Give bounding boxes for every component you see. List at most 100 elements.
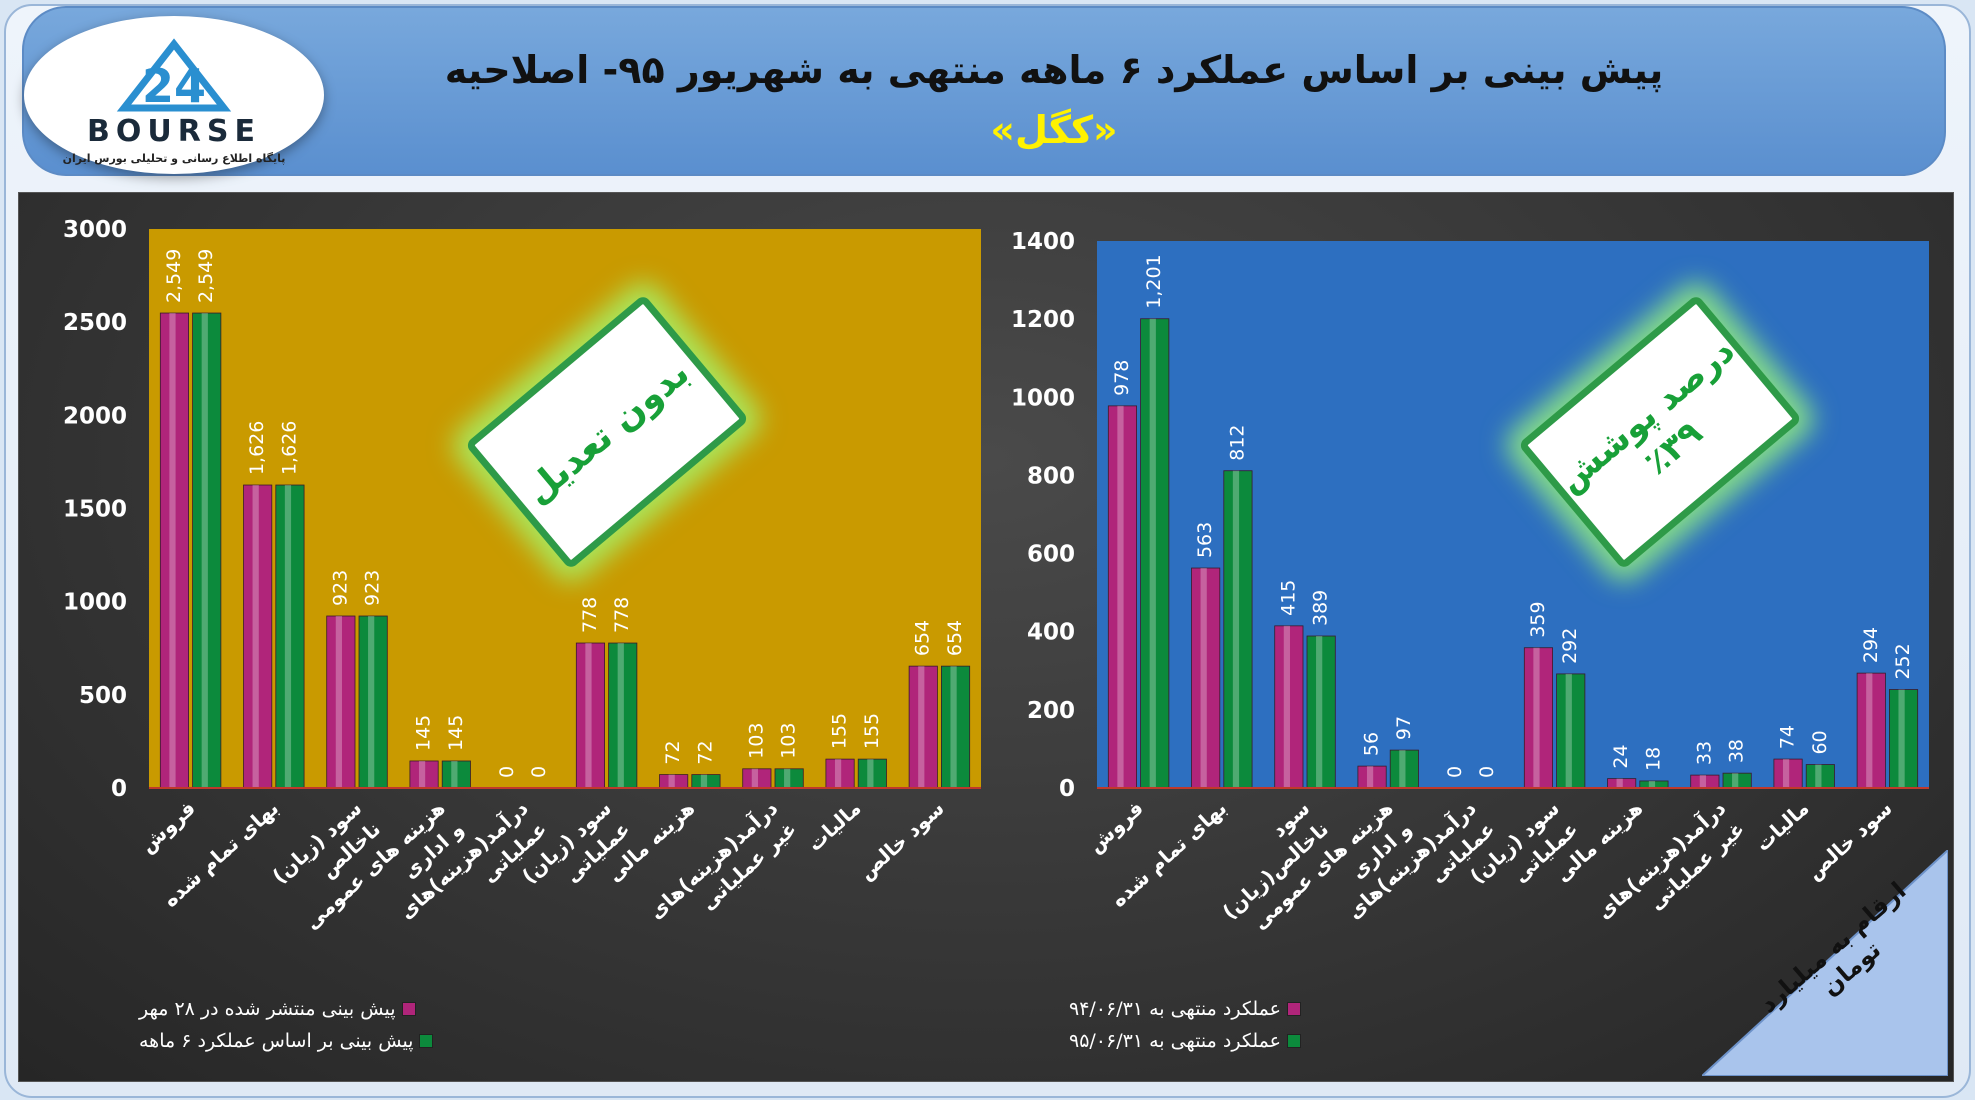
header-banner: پیش بینی بر اساس عملکرد ۶ ماهه منتهی به … bbox=[22, 6, 1946, 176]
data-label: 38 bbox=[1726, 739, 1748, 763]
bar bbox=[1191, 567, 1221, 789]
bar bbox=[1773, 758, 1803, 789]
legend-swatch-green bbox=[1286, 1034, 1301, 1048]
category-label-line: مالیات bbox=[803, 796, 866, 856]
category-label: سود خالص bbox=[854, 796, 949, 885]
category-label: مالیات bbox=[803, 796, 866, 856]
data-label: 252 bbox=[1892, 643, 1914, 679]
y-tick-label: 800 bbox=[1027, 463, 1075, 489]
bar-highlight bbox=[751, 768, 758, 788]
data-label: 1,626 bbox=[278, 421, 300, 475]
bar-highlight bbox=[950, 666, 957, 788]
bar bbox=[575, 642, 606, 789]
category-label: فروش bbox=[135, 796, 200, 858]
data-label: 923 bbox=[362, 570, 384, 606]
bar bbox=[1107, 405, 1137, 789]
bar-highlight bbox=[284, 485, 292, 788]
data-label: 2,549 bbox=[195, 249, 217, 303]
bar bbox=[192, 312, 222, 789]
logo-mountain-icon: 24 bbox=[116, 38, 232, 113]
legend-label: عملکرد منتهی به ۹۵/۰۶/۳۱ bbox=[1069, 1030, 1281, 1052]
bar-highlight bbox=[784, 768, 791, 788]
data-label: 74 bbox=[1777, 725, 1799, 749]
bar-highlight bbox=[1616, 778, 1623, 788]
logo-tagline: پایگاه اطلاع رسانی و تحلیلی بورس ایران bbox=[62, 152, 286, 165]
plot-area bbox=[1097, 241, 1929, 788]
data-label: 389 bbox=[1310, 590, 1332, 626]
bar-highlight bbox=[1782, 759, 1790, 788]
bar-highlight bbox=[1149, 318, 1156, 788]
y-tick-label: 0 bbox=[1059, 776, 1075, 802]
category-label: سود (زیان)عملیاتی bbox=[1465, 796, 1583, 888]
bar bbox=[1856, 672, 1886, 789]
data-label: 24 bbox=[1610, 744, 1632, 768]
data-label: 60 bbox=[1809, 730, 1831, 754]
legend-left-series-2: پیش بینی بر اساس عملکرد ۶ ماهه bbox=[139, 1030, 434, 1052]
data-label: 0 bbox=[1476, 766, 1498, 778]
y-tick-label: 1500 bbox=[63, 497, 127, 523]
y-tick-label: 200 bbox=[1027, 698, 1075, 724]
units-ribbon: ارقام به میلیارد تومان bbox=[1702, 850, 1948, 1076]
y-tick-label: 1400 bbox=[1011, 229, 1075, 255]
right-bar-chart: 02004006008001000120014009781,201فروش563… bbox=[1011, 229, 1929, 934]
y-tick-label: 600 bbox=[1027, 542, 1075, 568]
category-label-line: مالیات bbox=[1751, 796, 1814, 856]
bar-highlight bbox=[585, 643, 592, 788]
legend-label: پیش بینی بر اساس عملکرد ۶ ماهه bbox=[139, 1030, 414, 1052]
ribbon-shape bbox=[1702, 850, 1948, 1076]
bar bbox=[1223, 470, 1253, 789]
data-label: 778 bbox=[611, 597, 633, 633]
bar-highlight bbox=[418, 760, 426, 788]
y-tick-label: 3000 bbox=[63, 217, 127, 243]
bar-highlight bbox=[1898, 689, 1905, 788]
category-label-line: فروش bbox=[135, 796, 200, 858]
y-tick-label: 2000 bbox=[63, 403, 127, 429]
data-label: 654 bbox=[944, 620, 966, 656]
y-tick-label: 1000 bbox=[1011, 385, 1075, 411]
bar bbox=[275, 484, 305, 789]
bar-highlight bbox=[1200, 568, 1207, 788]
data-label: 812 bbox=[1226, 424, 1248, 460]
bar-highlight bbox=[1699, 775, 1706, 788]
data-label: 0 bbox=[528, 766, 550, 778]
bar-highlight bbox=[1732, 773, 1739, 788]
legend-swatch-green bbox=[419, 1034, 434, 1048]
bar-highlight bbox=[1283, 625, 1290, 788]
data-label: 1,201 bbox=[1143, 254, 1165, 308]
bar-highlight bbox=[368, 616, 375, 788]
bar bbox=[409, 760, 439, 789]
y-tick-label: 0 bbox=[111, 776, 127, 802]
bar bbox=[326, 615, 356, 789]
data-label: 654 bbox=[912, 620, 934, 656]
bar-highlight bbox=[201, 313, 208, 788]
charts-area: 0 500 1000 1500 2000 2500 3000 2,549 2,549 فروش 1,… bbox=[18, 192, 1954, 1082]
data-label: 2,549 bbox=[163, 249, 185, 303]
data-label: 155 bbox=[829, 713, 851, 749]
data-label: 155 bbox=[861, 713, 883, 749]
data-label: 415 bbox=[1277, 580, 1299, 616]
legend-right-series-1: عملکرد منتهی به ۹۴/۰۶/۳۱ bbox=[1069, 998, 1301, 1020]
data-label: 145 bbox=[413, 715, 435, 751]
left-bar-chart: 0 500 1000 1500 2000 2500 3000 2,549 2,549 فروش 1,… bbox=[63, 217, 981, 934]
data-label: 103 bbox=[745, 723, 767, 759]
data-label: 103 bbox=[778, 723, 800, 759]
bar bbox=[1140, 318, 1170, 789]
legend-swatch-magenta bbox=[1286, 1002, 1301, 1016]
bar-highlight bbox=[1232, 470, 1240, 788]
data-label: 33 bbox=[1693, 741, 1715, 765]
bar bbox=[358, 615, 388, 789]
bar-highlight bbox=[1117, 405, 1124, 788]
data-label: 0 bbox=[1444, 766, 1466, 778]
data-label: 923 bbox=[329, 570, 351, 606]
data-label: 294 bbox=[1860, 627, 1882, 663]
data-label: 359 bbox=[1527, 601, 1549, 637]
data-label: 778 bbox=[579, 597, 601, 633]
bar bbox=[857, 758, 887, 789]
bar-highlight bbox=[1815, 764, 1822, 788]
bar-highlight bbox=[1399, 750, 1406, 788]
bar bbox=[1274, 625, 1304, 789]
bar-highlight bbox=[1648, 780, 1656, 788]
data-label: 563 bbox=[1194, 522, 1216, 558]
legend-left-series-1: پیش بینی منتشر شده در ۲۸ مهر bbox=[139, 998, 416, 1020]
bar-highlight bbox=[169, 313, 176, 788]
